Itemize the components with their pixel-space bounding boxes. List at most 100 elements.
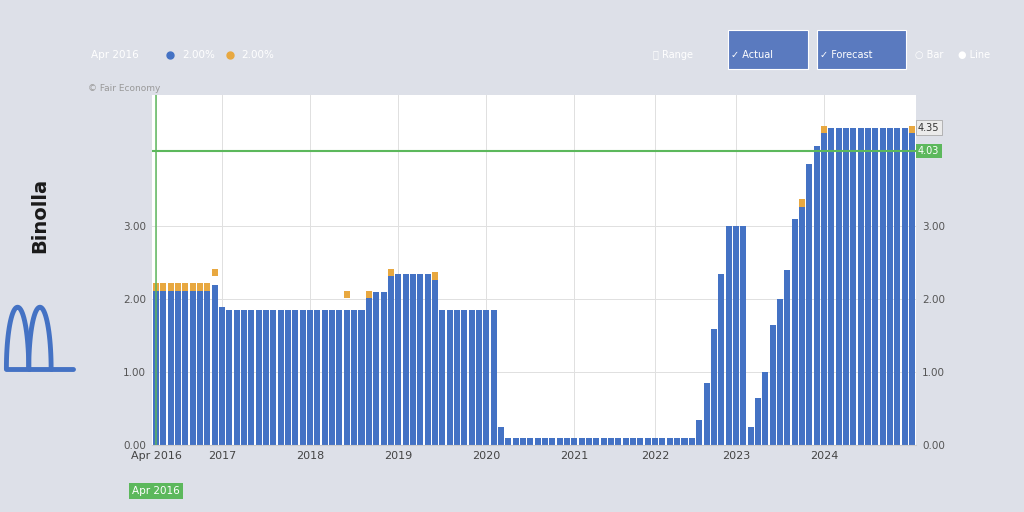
- Bar: [233, 310, 240, 445]
- Bar: [792, 219, 798, 445]
- Bar: [799, 201, 805, 445]
- Text: 2.00%: 2.00%: [242, 50, 274, 59]
- Bar: [630, 438, 636, 445]
- Bar: [205, 285, 210, 445]
- Bar: [395, 274, 401, 445]
- Bar: [638, 438, 643, 445]
- Bar: [601, 438, 607, 445]
- Bar: [513, 438, 519, 445]
- Bar: [219, 307, 225, 445]
- Bar: [748, 427, 754, 445]
- Bar: [300, 310, 306, 445]
- Bar: [505, 438, 511, 445]
- Bar: [307, 310, 313, 445]
- Bar: [256, 310, 262, 445]
- Bar: [197, 285, 203, 445]
- Bar: [351, 310, 357, 445]
- Bar: [762, 372, 768, 445]
- Bar: [777, 300, 783, 445]
- Bar: [469, 310, 475, 445]
- Bar: [189, 285, 196, 445]
- Bar: [549, 438, 555, 445]
- Bar: [659, 438, 666, 445]
- Bar: [520, 438, 526, 445]
- Bar: [784, 270, 791, 445]
- Bar: [799, 199, 805, 206]
- Bar: [858, 127, 863, 445]
- Bar: [175, 283, 181, 290]
- Bar: [153, 285, 159, 445]
- Bar: [402, 274, 409, 445]
- Bar: [161, 283, 166, 290]
- Bar: [417, 274, 423, 445]
- Bar: [197, 283, 203, 290]
- Text: ✓ Forecast: ✓ Forecast: [820, 50, 872, 59]
- Bar: [586, 438, 592, 445]
- FancyBboxPatch shape: [728, 31, 808, 69]
- Bar: [241, 310, 247, 445]
- Bar: [270, 310, 276, 445]
- Text: Apr 2016: Apr 2016: [132, 486, 180, 496]
- Bar: [615, 438, 622, 445]
- Bar: [285, 310, 291, 445]
- Text: © Fair Economy: © Fair Economy: [88, 83, 161, 93]
- Bar: [182, 285, 188, 445]
- Bar: [814, 146, 819, 445]
- Bar: [498, 427, 504, 445]
- Bar: [564, 438, 570, 445]
- Bar: [212, 269, 218, 276]
- Bar: [645, 438, 651, 445]
- Bar: [872, 127, 879, 445]
- Bar: [828, 127, 835, 445]
- Bar: [182, 283, 188, 290]
- Bar: [483, 310, 489, 445]
- Bar: [373, 292, 379, 445]
- Bar: [880, 127, 886, 445]
- Bar: [366, 292, 372, 445]
- Bar: [249, 310, 254, 445]
- Bar: [454, 310, 460, 445]
- Bar: [358, 310, 365, 445]
- Text: 4.03: 4.03: [918, 146, 939, 156]
- Bar: [674, 438, 680, 445]
- Bar: [718, 274, 724, 445]
- Bar: [461, 310, 467, 445]
- Bar: [850, 127, 856, 445]
- Bar: [902, 127, 907, 445]
- Bar: [755, 398, 761, 445]
- Bar: [909, 126, 915, 134]
- Bar: [439, 310, 445, 445]
- Bar: [527, 438, 534, 445]
- Bar: [425, 274, 430, 445]
- Bar: [226, 310, 232, 445]
- Bar: [542, 438, 548, 445]
- Bar: [909, 127, 915, 445]
- Bar: [608, 438, 614, 445]
- Bar: [740, 226, 746, 445]
- Bar: [711, 329, 717, 445]
- Bar: [887, 127, 893, 445]
- Bar: [894, 127, 900, 445]
- Bar: [329, 310, 335, 445]
- FancyBboxPatch shape: [817, 31, 906, 69]
- Bar: [337, 310, 342, 445]
- Bar: [557, 438, 563, 445]
- Bar: [571, 438, 578, 445]
- Bar: [682, 438, 687, 445]
- Bar: [153, 283, 159, 290]
- Bar: [388, 274, 394, 445]
- Bar: [843, 127, 849, 445]
- Text: Apr 2016: Apr 2016: [91, 50, 138, 59]
- Bar: [696, 420, 702, 445]
- Text: ○ Bar: ○ Bar: [915, 50, 944, 59]
- Bar: [652, 438, 658, 445]
- Bar: [205, 283, 210, 290]
- Bar: [381, 292, 386, 445]
- Bar: [865, 127, 871, 445]
- Bar: [726, 226, 731, 445]
- Bar: [490, 310, 497, 445]
- Bar: [168, 285, 174, 445]
- Text: Binolla: Binolla: [31, 178, 49, 252]
- Bar: [263, 310, 269, 445]
- Bar: [366, 290, 372, 298]
